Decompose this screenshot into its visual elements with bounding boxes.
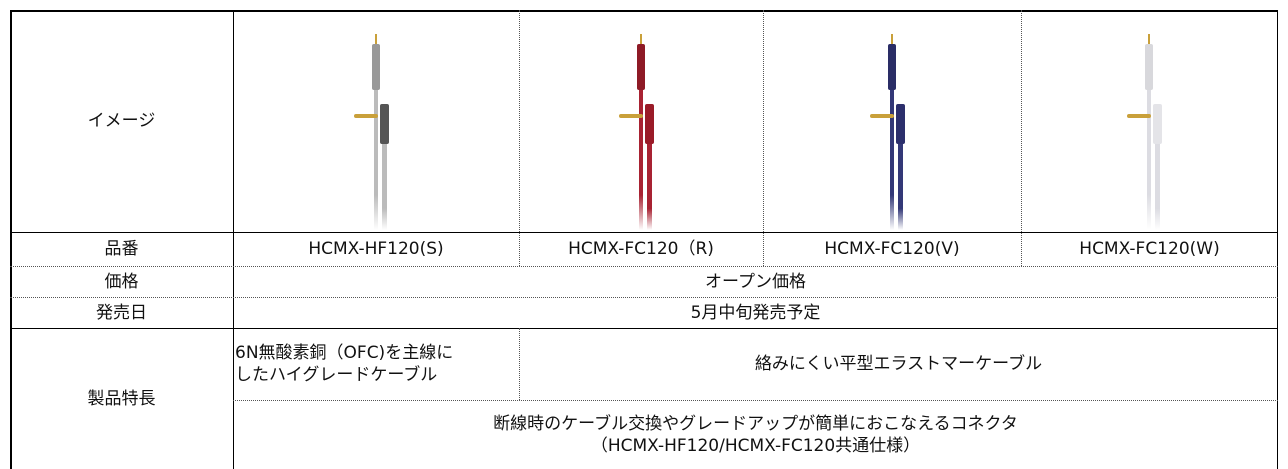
cell: 5月中旬発売予定 [690,302,821,323]
border [519,328,520,400]
row-label: 製品特長 [87,388,156,409]
border [1021,10,1022,266]
border [10,297,1278,298]
border [10,232,1278,233]
border [10,10,1278,12]
cell: 6N無酸素銅（OFC)を主線に したハイグレードケーブル [233,328,519,400]
cell-line: 6N無酸素銅（OFC)を主線に [235,343,454,363]
border [1277,10,1278,469]
cell: 絡みにくい平型エラストマーケーブル [519,328,1278,400]
cell: HCMX-FC120(W) [1079,239,1220,259]
cell: HCMX-FC120(V) [824,239,960,259]
product-image [870,34,905,230]
cell: オープン価格 [705,271,806,292]
cell-line: したハイグレードケーブル [235,365,438,385]
border [233,400,1278,401]
border [10,10,12,469]
cell-line: 絡みにくい平型エラストマーケーブル [754,354,1043,374]
border [233,10,234,469]
cell: HCMX-FC120（R) [568,239,714,259]
border [519,10,520,266]
border [10,266,1278,267]
border [763,10,764,266]
product-image [619,34,654,230]
product-image [354,34,389,230]
border [10,328,1278,329]
product-image [1127,34,1162,230]
cell-line: （HCMX-HF120/HCMX-FC120共通仕様） [590,435,921,456]
row-label: 価格 [104,271,139,292]
cell-line: 断線時のケーブル交換やグレードアップが簡単におこなえるコネクタ [493,413,1018,434]
row-label: 品番 [104,239,139,259]
row-label: イメージ [87,111,156,131]
cell: HCMX-HF120(S) [308,239,444,259]
cell: 断線時のケーブル交換やグレードアップが簡単におこなえるコネクタ （HCMX-HF… [233,400,1278,469]
row-label: 発売日 [96,302,147,323]
